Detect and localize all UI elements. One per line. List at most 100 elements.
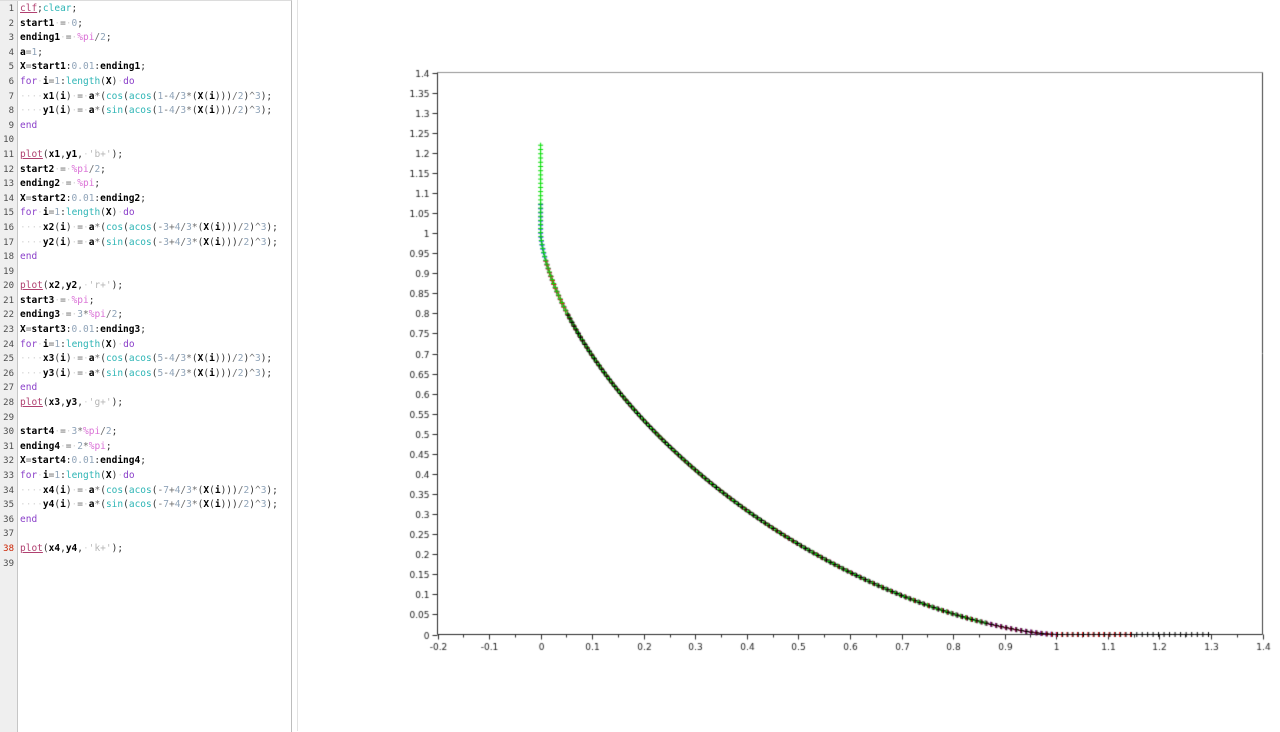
- line-number: 20: [3, 281, 14, 292]
- code-text: X=start4:0.01:ending4;: [20, 455, 146, 467]
- code-text: [17, 411, 20, 426]
- code-line[interactable]: 27 end: [0, 381, 291, 396]
- code-line[interactable]: 14 X=start2:0.01:ending2;: [0, 192, 291, 207]
- line-number: 10: [3, 135, 14, 146]
- code-line[interactable]: 1 clf;clear;: [0, 2, 291, 17]
- code-line[interactable]: 24 for·i=1:length(X)·do: [0, 338, 291, 353]
- code-line[interactable]: 7 ····x1(i)·=·a*(cos(acos(1-4/3*(X(i)))/2…: [0, 90, 291, 105]
- code-text: end: [20, 119, 38, 131]
- line-number: 26: [3, 368, 14, 379]
- line-number: 11: [3, 149, 14, 160]
- code-text: ending1·=·%pi/2;: [20, 32, 112, 44]
- line-number: 9: [8, 120, 14, 131]
- code-line[interactable]: 25 ····x3(i)·=·a*(cos(acos(5-4/3*(X(i)))/…: [0, 352, 291, 367]
- code-line[interactable]: 32 X=start4:0.01:ending4;: [0, 454, 291, 469]
- line-number: 17: [3, 237, 14, 248]
- code-text: for·i=1:length(X)·do: [20, 75, 135, 87]
- code-text: plot(x2,y2,·'r+');: [20, 280, 124, 292]
- code-line[interactable]: 6 for·i=1:length(X)·do: [0, 75, 291, 90]
- line-number: 18: [3, 252, 14, 263]
- code-text: [17, 133, 20, 148]
- code-line[interactable]: 28 plot(x3,y3,·'g+');: [0, 396, 291, 411]
- code-line[interactable]: 36 end: [0, 513, 291, 528]
- editor-panel-divider: [297, 0, 298, 731]
- code-line[interactable]: 18 end: [0, 250, 291, 265]
- code-line[interactable]: 22 ending3·=·3*%pi/2;: [0, 308, 291, 323]
- code-text: for·i=1:length(X)·do: [20, 207, 135, 219]
- code-text: X=start3:0.01:ending3;: [20, 324, 146, 336]
- line-number: 7: [8, 91, 14, 102]
- code-text: plot(x4,y4,·'k+');: [20, 542, 124, 554]
- line-number: 6: [8, 76, 14, 87]
- line-number: 24: [3, 339, 14, 350]
- line-number: 39: [3, 558, 14, 569]
- code-line[interactable]: 37: [0, 527, 291, 542]
- code-line[interactable]: 38 plot(x4,y4,·'k+');: [0, 542, 291, 557]
- code-line[interactable]: 12 start2·=·%pi/2;: [0, 163, 291, 178]
- line-number: 1: [8, 4, 14, 14]
- code-line[interactable]: 5 X=start1:0.01:ending1;: [0, 60, 291, 75]
- code-text: a=1;: [20, 46, 43, 58]
- code-line[interactable]: 2 start1·=·0;: [0, 17, 291, 32]
- code-line[interactable]: 31 ending4·=·2*%pi;: [0, 440, 291, 455]
- line-number: 16: [3, 222, 14, 233]
- line-number: 21: [3, 295, 14, 306]
- code-text: clf;clear;: [20, 3, 78, 14]
- code-text: ····y4(i)·=·a*(sin(acos(-7+4/3*(X(i)))/2…: [20, 499, 278, 511]
- line-number: 22: [3, 310, 14, 321]
- code-text: [17, 265, 20, 280]
- code-line[interactable]: 29: [0, 411, 291, 426]
- code-text: for·i=1:length(X)·do: [20, 470, 135, 481]
- code-text: ····y1(i)·=·a*(sin(acos(1-4/3*(X(i)))/2)…: [20, 105, 273, 117]
- code-text: end: [20, 251, 38, 263]
- line-number: 30: [3, 427, 14, 438]
- code-line[interactable]: 21 start3·=·%pi;: [0, 294, 291, 309]
- line-number: 12: [3, 164, 14, 175]
- code-text: [17, 527, 20, 542]
- line-number: 23: [3, 325, 14, 336]
- code-line[interactable]: 20 plot(x2,y2,·'r+');: [0, 279, 291, 294]
- code-line[interactable]: 33 for·i=1:length(X)·do: [0, 469, 291, 484]
- code-text: end: [20, 513, 38, 525]
- code-text: start4·=·3*%pi/2;: [20, 426, 118, 438]
- code-area[interactable]: 1 clf;clear; 2 start1·=·0; 3 ending1·=·%pi/2;…: [0, 2, 291, 571]
- code-line[interactable]: 11 plot(x1,y1,·'b+');: [0, 148, 291, 163]
- code-text: start2·=·%pi/2;: [20, 163, 106, 175]
- line-number: 13: [3, 179, 14, 190]
- code-line[interactable]: 34 ····x4(i)·=·a*(cos(acos(-7+4/3*(X(i)))…: [0, 484, 291, 499]
- code-text: start1·=·0;: [20, 17, 83, 29]
- line-number: 36: [3, 514, 14, 525]
- code-line[interactable]: 30 start4·=·3*%pi/2;: [0, 425, 291, 440]
- line-number: 28: [3, 398, 14, 409]
- code-line[interactable]: 17 ····y2(i)·=·a*(sin(acos(-3+4/3*(X(i)))…: [0, 236, 291, 251]
- code-text: ····y3(i)·=·a*(sin(acos(5-4/3*(X(i)))/2)…: [20, 367, 273, 379]
- code-text: X=start1:0.01:ending1;: [20, 61, 146, 73]
- code-line[interactable]: 26 ····y3(i)·=·a*(sin(acos(5-4/3*(X(i)))/…: [0, 367, 291, 382]
- code-line[interactable]: 23 X=start3:0.01:ending3;: [0, 323, 291, 338]
- code-line[interactable]: 3 ending1·=·%pi/2;: [0, 31, 291, 46]
- code-text: ····y2(i)·=·a*(sin(acos(-3+4/3*(X(i)))/2…: [20, 236, 278, 248]
- line-number: 8: [8, 106, 14, 117]
- code-line[interactable]: 9 end: [0, 119, 291, 134]
- code-line[interactable]: 39: [0, 557, 291, 572]
- code-line[interactable]: 16 ····x2(i)·=·a*(cos(acos(-3+4/3*(X(i)))…: [0, 221, 291, 236]
- line-number: 19: [3, 266, 14, 277]
- code-editor[interactable]: 1 clf;clear; 2 start1·=·0; 3 ending1·=·%pi/2;…: [0, 0, 292, 732]
- code-line[interactable]: 13 ending2·=·%pi;: [0, 177, 291, 192]
- line-number: 32: [3, 456, 14, 467]
- code-text: for·i=1:length(X)·do: [20, 338, 135, 350]
- code-text: ····x2(i)·=·a*(cos(acos(-3+4/3*(X(i)))/2…: [20, 221, 278, 233]
- code-line[interactable]: 10: [0, 133, 291, 148]
- line-number: 3: [8, 33, 14, 44]
- line-number: 15: [3, 208, 14, 219]
- code-line[interactable]: 35 ····y4(i)·=·a*(sin(acos(-7+4/3*(X(i)))…: [0, 498, 291, 513]
- code-line[interactable]: 4 a=1;: [0, 46, 291, 61]
- line-number: 35: [3, 500, 14, 511]
- code-line[interactable]: 15 for·i=1:length(X)·do: [0, 206, 291, 221]
- code-line[interactable]: 8 ····y1(i)·=·a*(sin(acos(1-4/3*(X(i)))/2…: [0, 104, 291, 119]
- code-text: ····x4(i)·=·a*(cos(acos(-7+4/3*(X(i)))/2…: [20, 484, 278, 496]
- code-text: ····x1(i)·=·a*(cos(acos(1-4/3*(X(i)))/2)…: [20, 90, 273, 102]
- code-line[interactable]: 19: [0, 265, 291, 280]
- code-text: ····x3(i)·=·a*(cos(acos(5-4/3*(X(i)))/2)…: [20, 353, 273, 365]
